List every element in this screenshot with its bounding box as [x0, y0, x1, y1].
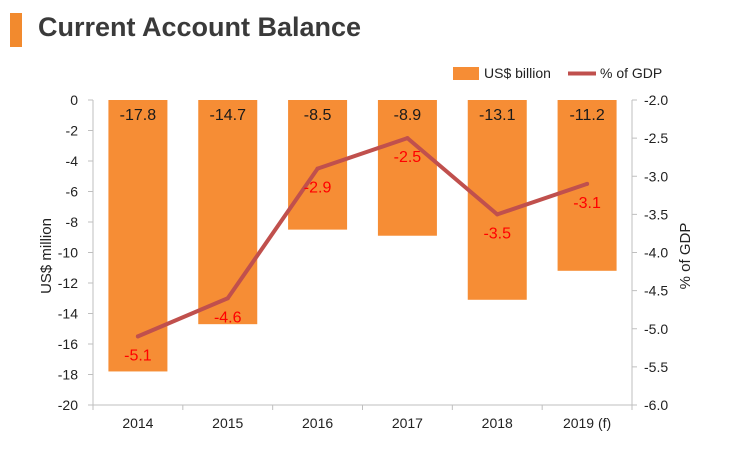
y2-tick-label: -5.5 — [644, 359, 668, 375]
bar — [198, 100, 258, 325]
y-tick-label: 0 — [70, 92, 78, 108]
bars — [108, 100, 617, 372]
legend: US$ billion % of GDP — [453, 65, 662, 81]
x-tick-label: 2016 — [302, 415, 333, 431]
bar-value-label: -8.5 — [304, 107, 332, 124]
bar-value-label: -14.7 — [210, 107, 247, 124]
gdp-point — [315, 166, 320, 171]
bar-value-label: -17.8 — [120, 107, 157, 124]
legend-label-bar: US$ billion — [484, 65, 551, 81]
y2-tick-label: -2.5 — [644, 130, 668, 146]
y-tick-label: -12 — [58, 275, 78, 291]
x-tick-label: 2014 — [122, 415, 153, 431]
gdp-value-label: -2.5 — [394, 149, 422, 166]
bar-value-label: -11.2 — [569, 107, 604, 124]
chart-title: Current Account Balance — [38, 12, 362, 42]
y-tick-label: -20 — [58, 397, 78, 413]
line-series — [135, 136, 590, 339]
y-tick-label: -10 — [58, 245, 78, 261]
data-labels: -17.8 -14.7 -8.5 -8.9 -13.1 -11.2 -5.1 -4.6 -2.9… — [120, 107, 605, 364]
gdp-value-label: -5.1 — [124, 347, 152, 364]
gdp-value-label: -4.6 — [214, 309, 242, 326]
y2-tick-label: -3.0 — [644, 168, 668, 184]
y-tick-label: -2 — [66, 123, 79, 139]
legend-label-line: % of GDP — [600, 65, 662, 81]
x-tick-label: 2015 — [212, 415, 243, 431]
gdp-value-label: -3.1 — [573, 195, 601, 212]
x-tick-label: 2017 — [392, 415, 423, 431]
y-tick-label: -18 — [58, 367, 78, 383]
axes: 0 -2 -4 -6 -8 -10 -12 -14 -16 -18 -20 -2.0 -2.5 -3.0 -… — [58, 92, 669, 431]
bar — [377, 100, 437, 236]
gdp-point — [405, 136, 410, 141]
bar-value-label: -13.1 — [479, 107, 516, 124]
gdp-point — [495, 212, 500, 217]
y-axis-title: US$ million — [38, 218, 55, 294]
y2-tick-label: -5.0 — [644, 321, 668, 337]
y2-axis-title: % of GDP — [677, 223, 694, 290]
title-accent-bar — [10, 13, 22, 47]
gdp-point — [135, 334, 140, 339]
gdp-value-label: -2.9 — [304, 180, 332, 197]
gdp-line — [135, 136, 590, 339]
y2-tick-label: -2.0 — [644, 92, 668, 108]
y2-tick-label: -4.0 — [644, 245, 668, 261]
x-tick-label: 2019 (f) — [563, 415, 611, 431]
bar — [467, 100, 527, 300]
bar — [288, 100, 348, 230]
y-tick-label: -16 — [58, 336, 78, 352]
y-tick-label: -14 — [58, 306, 78, 322]
bar — [108, 100, 168, 372]
y2-tick-label: -3.5 — [644, 206, 668, 222]
x-tick-label: 2018 — [482, 415, 513, 431]
legend-swatch-bar — [453, 67, 479, 80]
gdp-value-label: -3.5 — [483, 225, 511, 242]
y2-tick-label: -4.5 — [644, 283, 668, 299]
y2-tick-label: -6.0 — [644, 397, 668, 413]
bar-value-label: -8.9 — [394, 107, 422, 124]
y-tick-label: -6 — [66, 184, 79, 200]
gdp-point — [225, 296, 230, 301]
y-tick-label: -4 — [66, 153, 79, 169]
gdp-point — [585, 181, 590, 186]
y-tick-label: -8 — [66, 214, 79, 230]
